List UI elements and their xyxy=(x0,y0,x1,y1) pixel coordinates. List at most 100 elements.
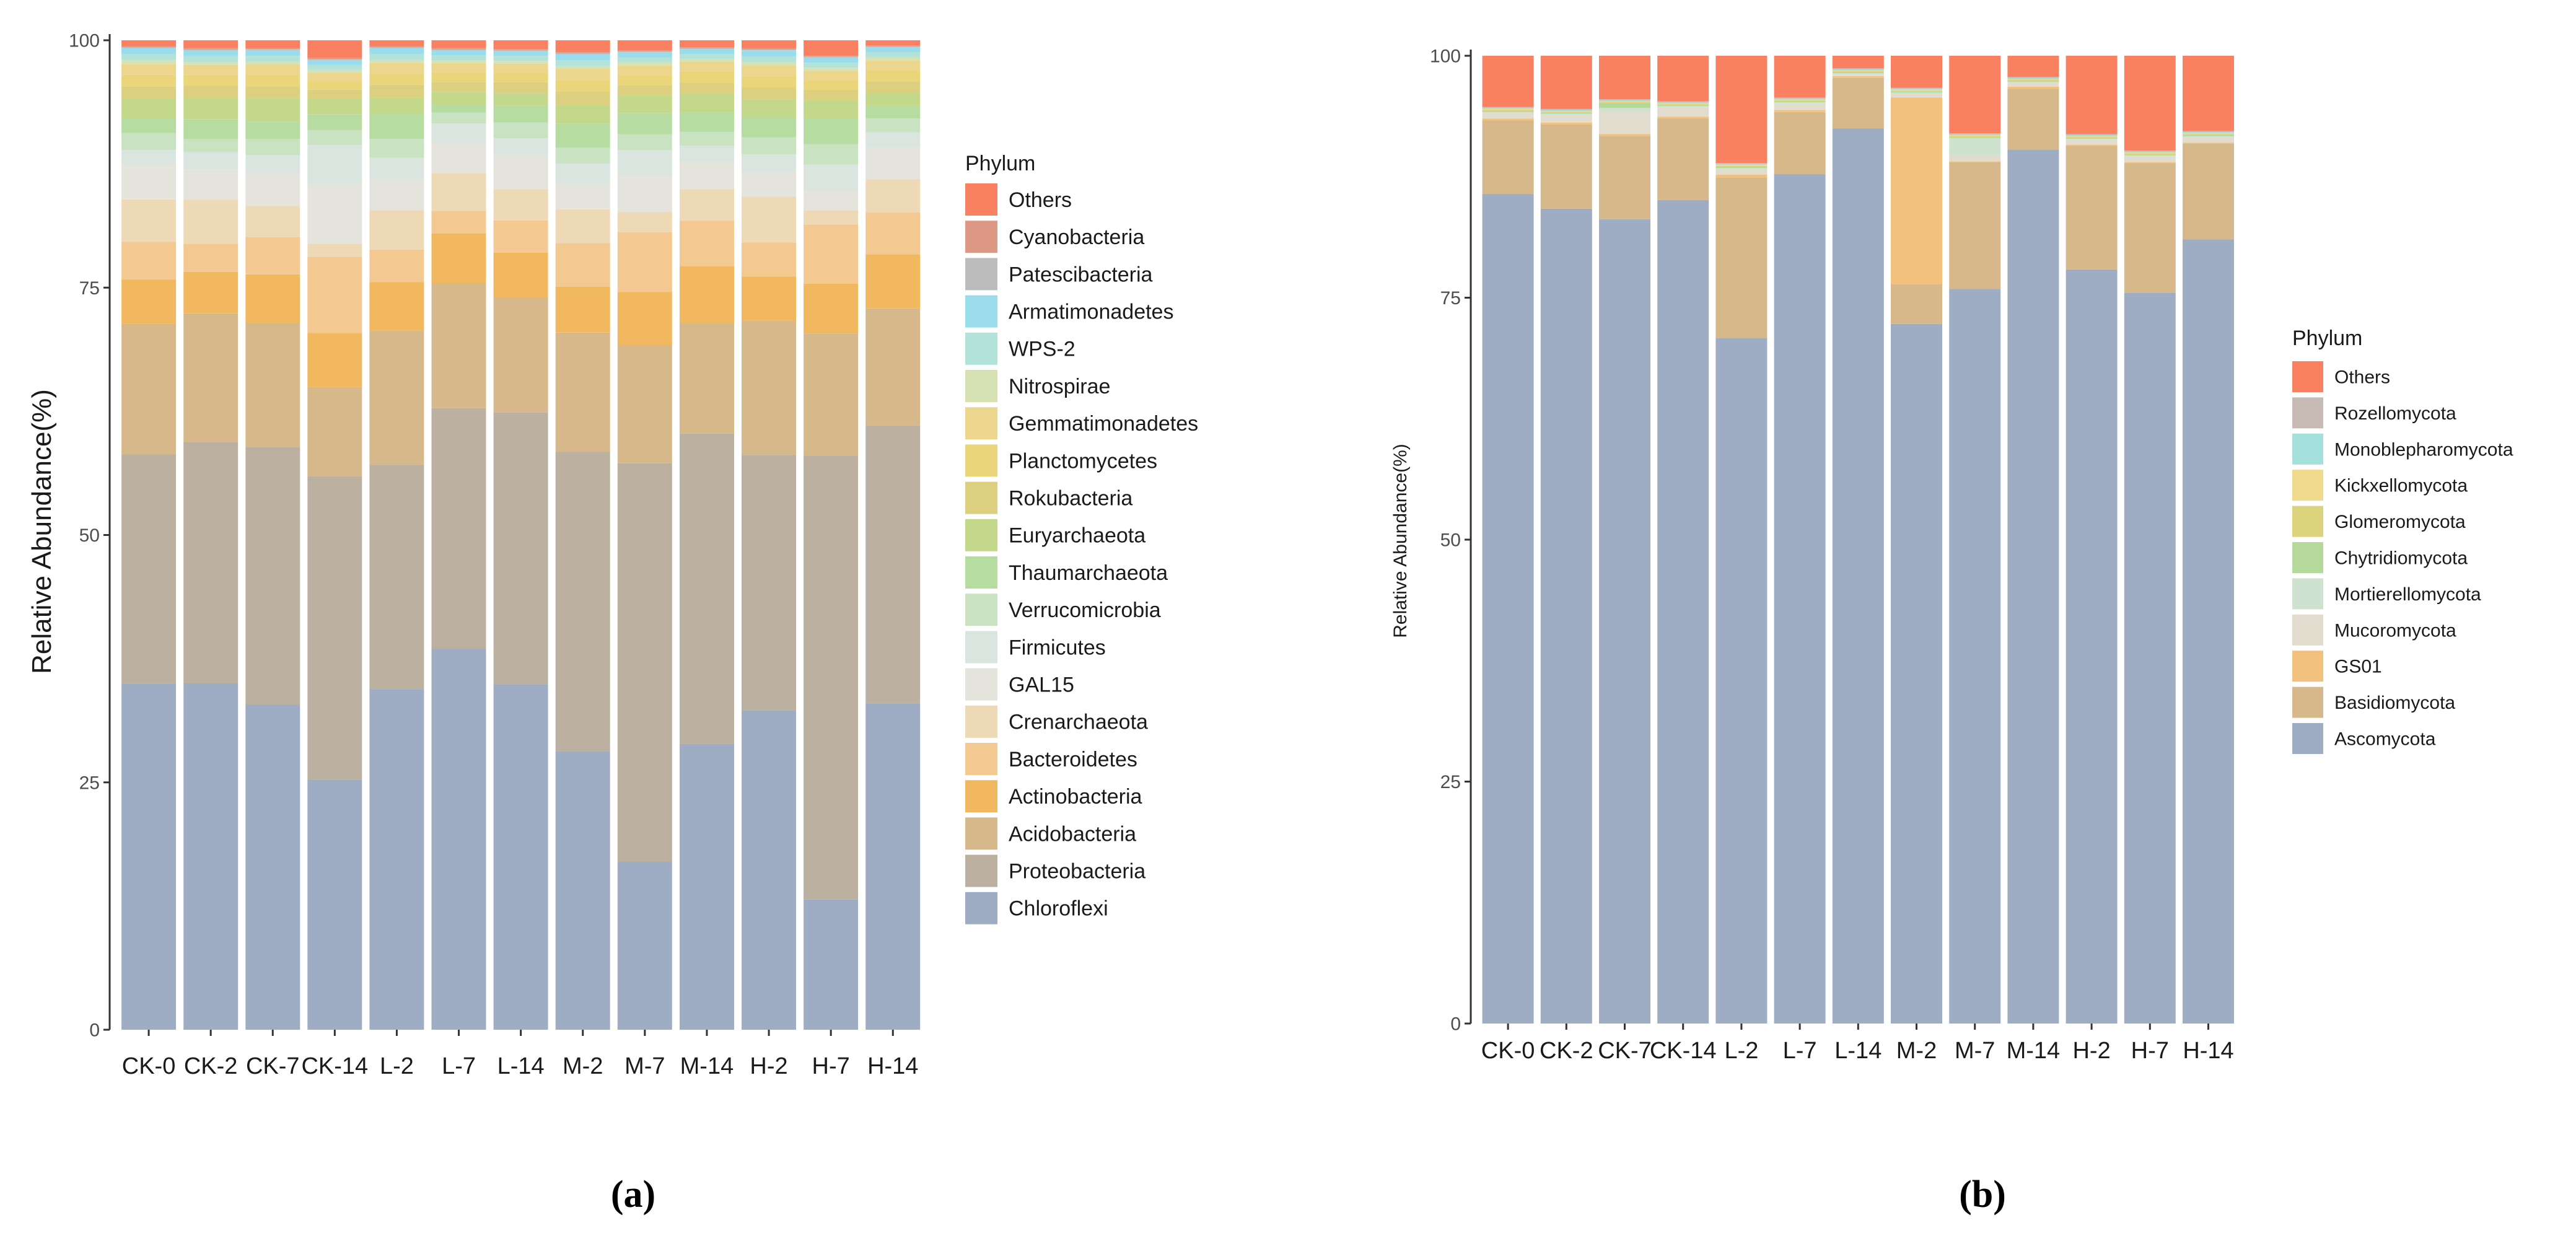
bar-segment-basidiomycota-l-14 xyxy=(1832,77,1884,129)
bar-segment-planctomycetes-l-2 xyxy=(369,74,424,85)
bar-segment-ascomycota-m-2 xyxy=(1891,323,1942,1024)
bar-segment-monoblepharomycota-l-2 xyxy=(1715,164,1768,165)
bar-segment-nitrospirae-ck-14 xyxy=(307,69,362,73)
bar-segment-gal15-ck-14 xyxy=(307,184,362,244)
legend-swatch-cyanobacteria xyxy=(965,221,997,253)
bar-segment-monoblepharomycota-m-14 xyxy=(2007,77,2059,79)
bar-segment-mortierellomycota-l-2 xyxy=(1715,168,1768,169)
bar-segment-firmicutes-l-2 xyxy=(369,157,424,180)
legend-swatch-nitrospirae xyxy=(965,370,997,402)
x-tick-label-ck-2: CK-2 xyxy=(184,1053,238,1079)
bar-segment-euryarchaeota-m-14 xyxy=(680,93,734,113)
bar-segment-verrucomicrobia-h-14 xyxy=(865,118,921,133)
bar-segment-rozellomycota-h-2 xyxy=(2066,134,2118,135)
legend-label-acidobacteria: Acidobacteria xyxy=(1009,822,1136,846)
y-tick-label-25: 25 xyxy=(1440,772,1461,792)
bar-segment-cyanobacteria-h-2 xyxy=(742,48,796,50)
bar-segment-gs01-h-2 xyxy=(2066,144,2118,146)
legend-label-wps-2: WPS-2 xyxy=(1009,338,1076,361)
bar-segment-monoblepharomycota-l-7 xyxy=(1774,98,1826,100)
bar-segment-glomeromycota-ck-0 xyxy=(1482,110,1534,111)
bar-segment-kickxellomycota-l-14 xyxy=(1832,70,1884,71)
bar-segment-gemmatimonadetes-l-7 xyxy=(431,63,486,72)
bar-segment-proteobacteria-ck-2 xyxy=(183,442,239,684)
legend-panel-a: Phylum Others Cyanobacteria Patescibacteri… xyxy=(965,152,1198,924)
x-tick-label-h-7: H-7 xyxy=(2131,1038,2169,1064)
bar-segment-others-h-14 xyxy=(2183,56,2234,131)
panel-caption-a: (a) xyxy=(611,1173,655,1216)
bar-segment-monoblepharomycota-ck-14 xyxy=(1657,102,1709,103)
x-tick-label-l-14: L-14 xyxy=(497,1053,545,1079)
bar-segment-gal15-h-2 xyxy=(742,172,796,197)
x-tick-label-m-7: M-7 xyxy=(624,1053,665,1079)
x-tick-label-ck-7: CK-7 xyxy=(1598,1038,1652,1064)
bar-segment-nitrospirae-l-14 xyxy=(493,61,548,64)
bar-segment-crenarchaeota-m-2 xyxy=(555,209,610,243)
bar-segment-actinobacteria-ck-0 xyxy=(121,279,177,324)
bar-segment-crenarchaeota-h-14 xyxy=(865,179,921,213)
bar-segment-acidobacteria-m-7 xyxy=(617,345,672,463)
bar-segment-others-h-2 xyxy=(742,40,796,48)
bar-segment-chytridiomycota-ck-7 xyxy=(1599,103,1650,108)
bar-segment-gal15-ck-7 xyxy=(245,173,300,206)
legend-swatch-proteobacteria xyxy=(965,854,997,887)
bar-segment-bacteroidetes-ck-7 xyxy=(245,237,300,274)
bar-segment-euryarchaeota-h-2 xyxy=(742,99,796,118)
bar-segment-wps-2-l-14 xyxy=(493,56,548,61)
legend-label-cyanobacteria: Cyanobacteria xyxy=(1009,226,1144,249)
bar-segment-ascomycota-m-14 xyxy=(2007,149,2059,1024)
panel-caption-b: (b) xyxy=(1959,1173,2006,1216)
bar-segment-rokubacteria-l-2 xyxy=(369,84,424,98)
bar-segment-crenarchaeota-ck-0 xyxy=(121,199,177,242)
bar-segment-gal15-h-7 xyxy=(804,190,859,211)
bar-segment-mucoromycota-ck-7 xyxy=(1599,111,1650,134)
legend-swatch-rozellomycota xyxy=(2292,397,2323,429)
bar-segment-firmicutes-h-14 xyxy=(865,132,921,147)
bar-segment-basidiomycota-l-2 xyxy=(1715,177,1768,338)
legend-swatch-others xyxy=(965,183,997,216)
bar-segment-monoblepharomycota-h-14 xyxy=(2183,132,2234,133)
legend-swatch-euryarchaeota xyxy=(965,519,997,551)
bar-segment-firmicutes-ck-0 xyxy=(121,150,177,165)
bar-segment-chytridiomycota-l-14 xyxy=(1832,72,1884,74)
bar-segment-armatimonadetes-h-2 xyxy=(742,50,796,56)
bar-segment-glomeromycota-ck-2 xyxy=(1540,112,1592,113)
bar-segment-mucoromycota-ck-14 xyxy=(1657,107,1709,117)
bar-segment-rozellomycota-l-2 xyxy=(1715,163,1768,164)
legend-swatch-patescibacteria xyxy=(965,258,997,291)
legend-swatch-planctomycetes xyxy=(965,444,997,477)
bar-segment-proteobacteria-h-14 xyxy=(865,425,921,704)
bar-segment-crenarchaeota-h-2 xyxy=(742,196,796,243)
bar-segment-mucoromycota-l-7 xyxy=(1774,103,1826,110)
bar-segment-chytridiomycota-l-2 xyxy=(1715,167,1768,169)
bar-segment-acidobacteria-l-14 xyxy=(493,297,548,413)
bar-segment-cyanobacteria-m-7 xyxy=(617,50,672,51)
bar-segment-firmicutes-ck-2 xyxy=(183,152,239,170)
x-tick-label-ck-7: CK-7 xyxy=(246,1053,300,1079)
bar-segment-bacteroidetes-ck-0 xyxy=(121,242,177,280)
bar-segment-planctomycetes-l-7 xyxy=(431,72,486,82)
bar-segment-kickxellomycota-ck-14 xyxy=(1657,103,1709,105)
bar-segment-acidobacteria-m-14 xyxy=(680,323,734,434)
bar-segment-gal15-m-14 xyxy=(680,162,734,190)
bar-segment-armatimonadetes-l-7 xyxy=(431,50,486,55)
bar-segment-patescibacteria-ck-7 xyxy=(245,49,300,50)
bar-segment-wps-2-h-7 xyxy=(804,63,859,68)
bar-segment-mortierellomycota-h-7 xyxy=(2124,155,2176,157)
bar-segment-mucoromycota-h-2 xyxy=(2066,139,2118,145)
bar-segment-nitrospirae-h-14 xyxy=(865,57,921,61)
bar-segment-euryarchaeota-l-2 xyxy=(369,97,424,115)
bar-segment-patescibacteria-h-2 xyxy=(742,49,796,51)
bar-segment-mucoromycota-l-2 xyxy=(1715,169,1768,175)
bar-segment-basidiomycota-h-14 xyxy=(2183,144,2234,240)
bar-segment-basidiomycota-l-7 xyxy=(1774,112,1826,175)
bar-segment-basidiomycota-ck-2 xyxy=(1540,124,1592,209)
legend-label-actinobacteria: Actinobacteria xyxy=(1009,785,1142,809)
bar-segment-mucoromycota-m-2 xyxy=(1891,93,1942,98)
bar-segment-patescibacteria-h-7 xyxy=(804,56,859,58)
bar-segment-nitrospirae-l-7 xyxy=(431,60,486,63)
x-tick-label-m-14: M-14 xyxy=(2007,1038,2061,1064)
bar-segment-chloroflexi-ck-14 xyxy=(307,779,362,1030)
legend-swatch-others xyxy=(2292,361,2323,392)
